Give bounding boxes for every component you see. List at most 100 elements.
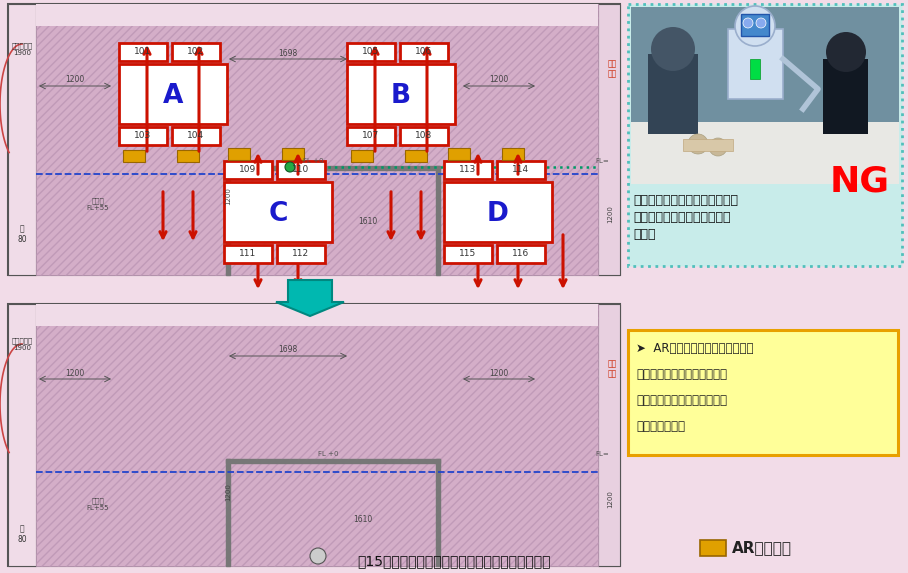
Text: 図15　利用客の真横を通らないアプローチルート: 図15 利用客の真横を通らないアプローチルート bbox=[357, 554, 551, 568]
Text: 新幹
線側: 新幹 線側 bbox=[607, 59, 617, 79]
Text: FL +0: FL +0 bbox=[303, 158, 323, 164]
Bar bbox=[8, 304, 36, 566]
Text: 1200: 1200 bbox=[607, 205, 613, 223]
Bar bbox=[628, 4, 902, 266]
Text: 110: 110 bbox=[292, 166, 310, 175]
Bar bbox=[598, 4, 620, 275]
Text: 115: 115 bbox=[459, 249, 477, 258]
Text: お客さんの真横を通っており、: お客さんの真横を通っており、 bbox=[633, 194, 738, 207]
Text: 1698: 1698 bbox=[279, 346, 298, 355]
Bar bbox=[728, 29, 783, 99]
Text: ポスペース
1900: ポスペース 1900 bbox=[12, 42, 33, 56]
Text: 114: 114 bbox=[512, 166, 529, 175]
Text: 1200: 1200 bbox=[489, 76, 508, 84]
Text: 112: 112 bbox=[292, 249, 310, 258]
Bar bbox=[172, 127, 220, 145]
Bar bbox=[172, 43, 220, 61]
Text: 新幹
線側: 新幹 線側 bbox=[607, 359, 617, 379]
Bar bbox=[8, 4, 620, 275]
Bar bbox=[36, 304, 598, 326]
Bar bbox=[823, 59, 868, 134]
Bar bbox=[400, 43, 448, 61]
Bar bbox=[497, 245, 545, 263]
Text: 壁
80: 壁 80 bbox=[17, 524, 27, 544]
Bar bbox=[598, 304, 620, 566]
Text: 103: 103 bbox=[134, 131, 152, 140]
Bar bbox=[347, 64, 455, 124]
Text: B: B bbox=[391, 83, 411, 109]
Bar bbox=[648, 54, 698, 134]
Text: 床上げ
FL+55: 床上げ FL+55 bbox=[87, 197, 109, 211]
Text: ➤  ARマーカーの位置を再考し、: ➤ ARマーカーの位置を再考し、 bbox=[636, 342, 754, 355]
Bar bbox=[224, 182, 332, 242]
Circle shape bbox=[709, 138, 727, 156]
Bar bbox=[347, 127, 395, 145]
Bar bbox=[36, 4, 598, 275]
Text: 1200: 1200 bbox=[225, 483, 231, 501]
Bar bbox=[224, 161, 272, 179]
Bar bbox=[8, 304, 620, 566]
Bar bbox=[741, 14, 769, 36]
Bar bbox=[226, 459, 440, 463]
Text: ポスペース
1900: ポスペース 1900 bbox=[12, 337, 33, 351]
Bar bbox=[631, 7, 899, 182]
Text: 116: 116 bbox=[512, 249, 529, 258]
Text: 109: 109 bbox=[240, 166, 257, 175]
Circle shape bbox=[285, 162, 295, 172]
Text: 離を置いてテーブルにアプ: 離を置いてテーブルにアプ bbox=[636, 394, 727, 407]
Text: 1200: 1200 bbox=[489, 368, 508, 378]
Circle shape bbox=[688, 134, 708, 154]
Text: NG: NG bbox=[830, 164, 890, 198]
Bar bbox=[226, 166, 440, 170]
Text: FL +0: FL +0 bbox=[318, 451, 339, 457]
Text: 102: 102 bbox=[187, 48, 204, 57]
Text: 1200: 1200 bbox=[65, 368, 84, 378]
Bar bbox=[436, 166, 440, 275]
Bar bbox=[683, 139, 733, 151]
Text: 104: 104 bbox=[187, 131, 204, 140]
Text: ある。: ある。 bbox=[633, 228, 656, 241]
Text: 恐怖心を感じさせる可能性が: 恐怖心を感じさせる可能性が bbox=[633, 211, 731, 224]
Bar bbox=[700, 540, 726, 556]
Text: 壁
80: 壁 80 bbox=[17, 224, 27, 244]
Text: 106: 106 bbox=[415, 48, 432, 57]
Text: 1698: 1698 bbox=[279, 49, 298, 57]
Bar bbox=[436, 459, 440, 566]
Circle shape bbox=[826, 32, 866, 72]
Text: FL=: FL= bbox=[595, 451, 609, 457]
Circle shape bbox=[310, 548, 326, 564]
Bar bbox=[444, 182, 552, 242]
Bar bbox=[628, 330, 898, 455]
Text: 1200: 1200 bbox=[607, 490, 613, 508]
Text: 1200: 1200 bbox=[65, 76, 84, 84]
Bar bbox=[119, 127, 167, 145]
Circle shape bbox=[735, 6, 775, 46]
Text: ローチする。: ローチする。 bbox=[636, 420, 685, 433]
Bar bbox=[444, 161, 492, 179]
Text: お客さんから出来るだけ距: お客さんから出来るだけ距 bbox=[636, 368, 727, 381]
Bar bbox=[444, 245, 492, 263]
Circle shape bbox=[756, 18, 766, 28]
Bar bbox=[123, 150, 145, 162]
Text: C: C bbox=[268, 201, 288, 227]
Bar bbox=[36, 304, 598, 566]
FancyArrow shape bbox=[276, 280, 344, 316]
Text: FL=: FL= bbox=[595, 158, 609, 164]
Text: 1610: 1610 bbox=[359, 218, 378, 226]
Bar bbox=[224, 245, 272, 263]
Bar bbox=[750, 59, 760, 79]
Bar bbox=[228, 148, 250, 160]
Text: 1610: 1610 bbox=[353, 515, 372, 524]
Text: 111: 111 bbox=[240, 249, 257, 258]
Text: D: D bbox=[487, 201, 509, 227]
Text: 床上げ
FL+55: 床上げ FL+55 bbox=[87, 497, 109, 511]
Bar bbox=[277, 161, 325, 179]
Circle shape bbox=[651, 27, 695, 71]
Text: 107: 107 bbox=[362, 131, 380, 140]
Bar bbox=[448, 148, 470, 160]
Bar bbox=[177, 150, 199, 162]
Bar bbox=[36, 4, 598, 26]
Bar bbox=[8, 4, 36, 275]
Bar bbox=[502, 148, 524, 160]
Bar bbox=[497, 161, 545, 179]
